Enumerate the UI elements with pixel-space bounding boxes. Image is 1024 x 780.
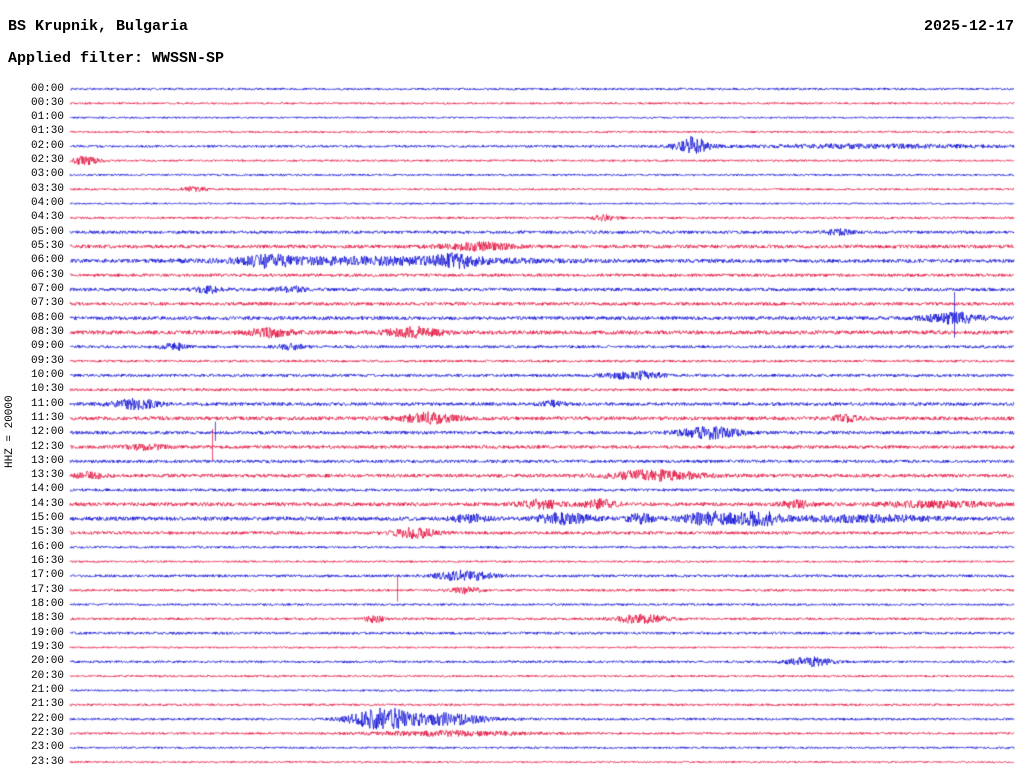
time-label: 02:00 <box>30 139 64 152</box>
time-label: 03:00 <box>30 168 64 181</box>
time-label: 15:00 <box>30 512 64 525</box>
time-label: 02:30 <box>30 154 64 167</box>
time-label: 13:30 <box>30 469 64 482</box>
time-label: 09:00 <box>30 340 64 353</box>
time-label: 09:30 <box>30 354 64 367</box>
time-label: 07:00 <box>30 282 64 295</box>
time-label: 07:30 <box>30 297 64 310</box>
time-label: 06:30 <box>30 268 64 281</box>
time-label: 19:30 <box>30 640 64 653</box>
time-label: 18:00 <box>30 598 64 611</box>
applied-filter-label: Applied filter: WWSSN-SP <box>8 50 225 67</box>
time-label: 08:00 <box>30 311 64 324</box>
time-label: 22:00 <box>30 712 64 725</box>
time-label: 19:00 <box>30 626 64 639</box>
time-label: 12:30 <box>30 440 64 453</box>
time-axis: 00:00 00:30 01:00 01:30 02:00 02:30 03:00 03:30… <box>0 0 66 780</box>
time-label: 23:30 <box>30 755 64 768</box>
time-label: 03:30 <box>30 182 64 195</box>
time-label: 22:30 <box>30 726 64 739</box>
time-label: 12:00 <box>30 426 64 439</box>
time-label: 11:30 <box>30 411 64 424</box>
time-label: 21:30 <box>30 698 64 711</box>
time-label: 20:30 <box>30 669 64 682</box>
record-date: 2025-12-17 <box>923 18 1014 35</box>
time-label: 04:30 <box>30 211 64 224</box>
time-label: 13:00 <box>30 454 64 467</box>
time-label: 11:00 <box>30 397 64 410</box>
time-label: 08:30 <box>30 325 64 338</box>
time-label: 06:00 <box>30 254 64 267</box>
time-label: 01:00 <box>30 111 64 124</box>
time-label: 00:00 <box>30 82 64 95</box>
time-label: 10:00 <box>30 368 64 381</box>
time-label: 17:00 <box>30 569 64 582</box>
time-label: 16:30 <box>30 555 64 568</box>
time-label: 17:30 <box>30 583 64 596</box>
time-label: 14:00 <box>30 483 64 496</box>
time-label: 23:00 <box>30 741 64 754</box>
time-label: 16:00 <box>30 540 64 553</box>
station-title: BS Krupnik, Bulgaria <box>8 18 189 35</box>
time-label: 21:00 <box>30 683 64 696</box>
time-label: 00:30 <box>30 96 64 109</box>
time-label: 14:30 <box>30 497 64 510</box>
time-label: 04:00 <box>30 197 64 210</box>
time-label: 01:30 <box>30 125 64 138</box>
time-label: 20:00 <box>30 655 64 668</box>
time-label: 05:00 <box>30 225 64 238</box>
time-label: 10:30 <box>30 383 64 396</box>
time-label: 15:30 <box>30 526 64 539</box>
time-label: 05:30 <box>30 240 64 253</box>
time-label: 18:30 <box>30 612 64 625</box>
